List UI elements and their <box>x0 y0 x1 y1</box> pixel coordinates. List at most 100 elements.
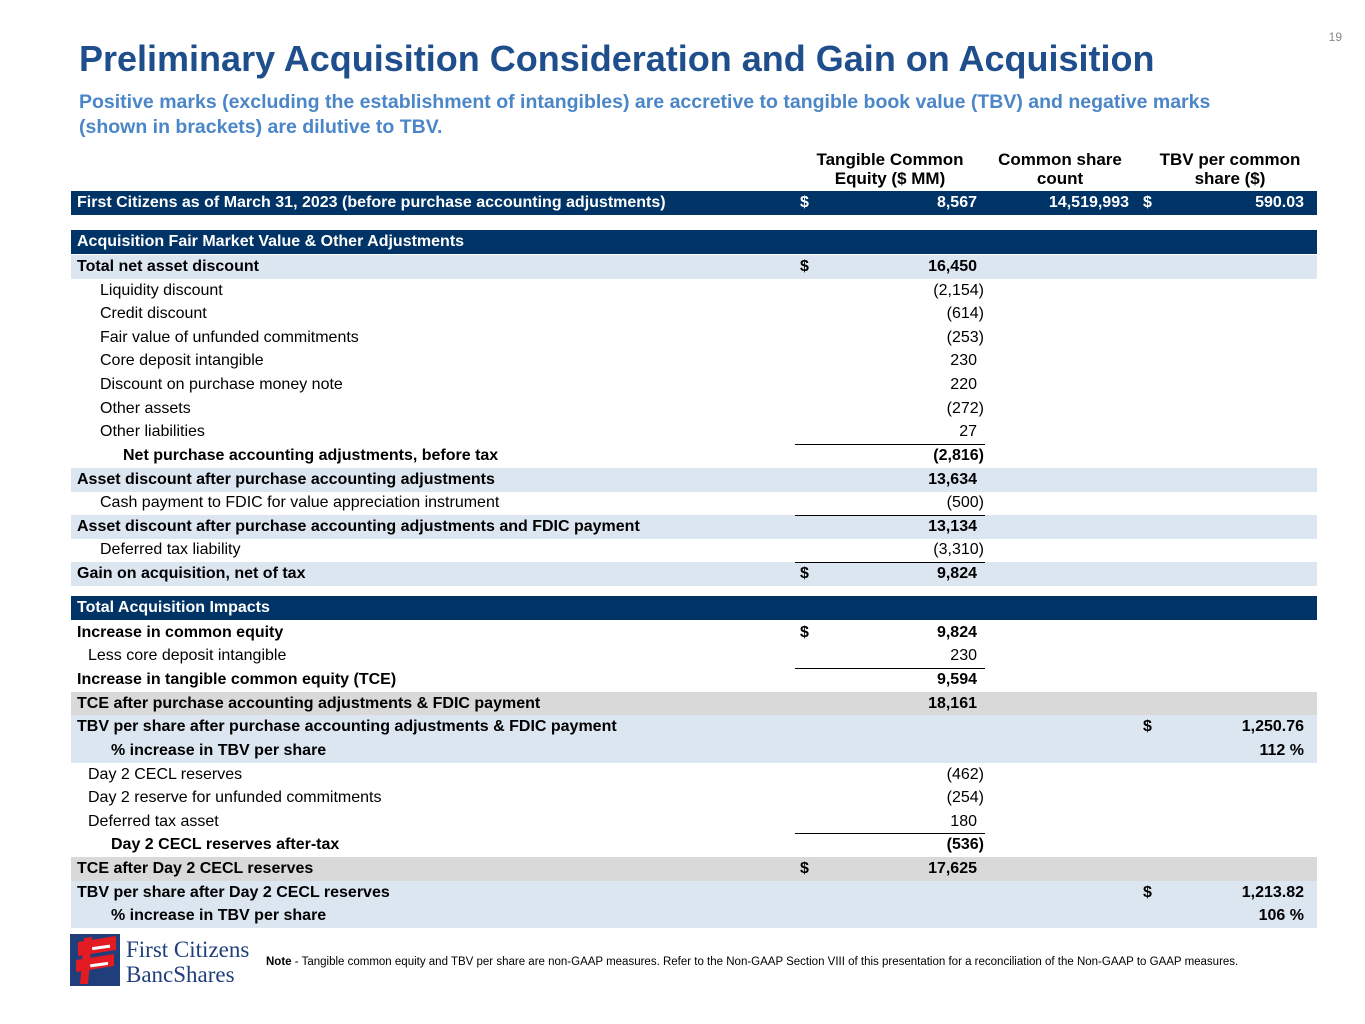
table-row: TBV per share after purchase accounting … <box>71 715 1317 739</box>
tce-value: 180 <box>950 813 977 830</box>
row-label: Other liabilities <box>100 423 205 440</box>
subtotal-rule <box>795 444 985 445</box>
tbv-value: 590.03 <box>1255 194 1304 211</box>
tbv-value: 1,213.82 <box>1241 884 1304 901</box>
table-row: Deferred tax liability (3,310) <box>71 538 1317 562</box>
row-label: Day 2 reserve for unfunded commitments <box>88 789 382 806</box>
tce-value: (2,154) <box>933 282 984 299</box>
svg-text:First Citizens: First Citizens <box>126 937 249 962</box>
tbv-value: 106 % <box>1258 907 1304 924</box>
subtotal-rule <box>795 562 985 563</box>
tce-value: 18,161 <box>928 695 977 712</box>
currency-symbol: $ <box>1143 194 1152 211</box>
table-row: TCE after purchase accounting adjustment… <box>71 692 1317 716</box>
row-label: Gain on acquisition, net of tax <box>77 565 306 582</box>
tce-value: (3,310) <box>933 541 984 558</box>
currency-symbol: $ <box>1143 884 1152 901</box>
tce-value: (536) <box>946 836 984 853</box>
tbv-value: 112 % <box>1259 742 1304 759</box>
row-label: TBV per share after Day 2 CECL reserves <box>77 884 390 901</box>
row-label: Asset discount after purchase accounting… <box>77 471 495 488</box>
table-row: Asset discount after purchase accounting… <box>71 468 1317 492</box>
row-label: Other assets <box>100 400 191 417</box>
tce-value: (254) <box>946 789 984 806</box>
tce-value: 9,594 <box>936 671 977 688</box>
table-row: Increase in tangible common equity (TCE)… <box>71 668 1317 692</box>
currency-symbol: $ <box>800 194 809 211</box>
row-label: Credit discount <box>100 305 207 322</box>
table-row: Day 2 reserve for unfunded commitments (2… <box>71 786 1317 810</box>
footnote: Note - Tangible common equity and TBV pe… <box>266 955 1326 970</box>
tce-value: 13,134 <box>928 518 977 535</box>
table-row: % increase in TBV per share 112 % <box>71 739 1317 763</box>
row-label: Less core deposit intangible <box>88 647 287 664</box>
row-label: Total Acquisition Impacts <box>77 599 270 616</box>
section-header-row: Acquisition Fair Market Value & Other Ad… <box>71 230 1317 254</box>
row-label: TCE after Day 2 CECL reserves <box>77 860 314 877</box>
column-header-tbv: TBV per common share ($) <box>1159 150 1301 188</box>
table-row: Increase in common equity $9,824 <box>71 621 1317 645</box>
tce-value: (462) <box>946 766 984 783</box>
tce-value: (253) <box>946 329 984 346</box>
table-row: Asset discount after purchase accounting… <box>71 515 1317 539</box>
tce-value: 8,567 <box>936 194 977 211</box>
row-label: Fair value of unfunded commitments <box>100 329 359 346</box>
row-label: Cash payment to FDIC for value appreciat… <box>100 494 500 511</box>
table-row: Total net asset discount $16,450 <box>71 255 1317 279</box>
svg-text:BancShares: BancShares <box>126 962 235 987</box>
row-label: Day 2 CECL reserves <box>88 766 243 783</box>
table-row: Core deposit intangible 230 <box>71 349 1317 373</box>
table-row: First Citizens as of March 31, 2023 (bef… <box>71 191 1317 215</box>
row-label: % increase in TBV per share <box>111 742 327 759</box>
row-label: Increase in common equity <box>77 624 284 641</box>
row-label: TCE after purchase accounting adjustment… <box>77 695 541 712</box>
table-row: TBV per share after Day 2 CECL reserves $… <box>71 881 1317 905</box>
tce-value: 230 <box>950 352 977 369</box>
row-label: Acquisition Fair Market Value & Other Ad… <box>77 233 465 250</box>
row-label: Increase in tangible common equity (TCE) <box>77 671 397 688</box>
table-row: Net purchase accounting adjustments, bef… <box>71 444 1317 468</box>
row-label: Deferred tax asset <box>88 813 219 830</box>
table-row: Deferred tax asset 180 <box>71 810 1317 834</box>
tce-value: 220 <box>950 376 977 393</box>
table-row: TCE after Day 2 CECL reserves $17,625 <box>71 857 1317 881</box>
row-label: First Citizens as of March 31, 2023 (bef… <box>77 194 666 211</box>
note-text: - Tangible common equity and TBV per sha… <box>291 956 1239 968</box>
table-row: Discount on purchase money note 220 <box>71 373 1317 397</box>
row-label: Total net asset discount <box>77 258 259 275</box>
row-label: Core deposit intangible <box>100 352 264 369</box>
row-label: % increase in TBV per share <box>111 907 327 924</box>
row-label: Liquidity discount <box>100 282 223 299</box>
row-label: Discount on purchase money note <box>100 376 343 393</box>
table-row: Cash payment to FDIC for value appreciat… <box>71 491 1317 515</box>
subtotal-rule <box>795 668 985 669</box>
table-row: Less core deposit intangible 230 <box>71 644 1317 668</box>
section-header-row: Total Acquisition Impacts <box>71 596 1317 620</box>
column-header-tce: Tangible Common Equity ($ MM) <box>816 150 964 188</box>
table-row: Credit discount (614) <box>71 302 1317 326</box>
page-number: 19 <box>1328 30 1342 44</box>
currency-symbol: $ <box>800 860 809 877</box>
row-label: Net purchase accounting adjustments, bef… <box>123 447 499 464</box>
table-row: % increase in TBV per share 106 % <box>71 904 1317 928</box>
tce-value: 230 <box>950 647 977 664</box>
subtotal-rule <box>795 515 985 516</box>
table-row: Liquidity discount (2,154) <box>71 279 1317 303</box>
tce-value: (2,816) <box>933 447 984 464</box>
share-count-value: 14,519,993 <box>1048 194 1129 211</box>
table-row: Gain on acquisition, net of tax $9,824 <box>71 562 1317 586</box>
row-label: Deferred tax liability <box>100 541 241 558</box>
tce-value: 17,625 <box>928 860 977 877</box>
currency-symbol: $ <box>800 565 809 582</box>
table-row: Fair value of unfunded commitments (253) <box>71 326 1317 350</box>
tce-value: (500) <box>946 494 984 511</box>
table-row: Day 2 CECL reserves (462) <box>71 763 1317 787</box>
row-label: Day 2 CECL reserves after-tax <box>111 836 340 853</box>
first-citizens-logo: First Citizens BancShares <box>70 934 249 987</box>
tce-value: 13,634 <box>928 471 977 488</box>
tbv-value: 1,250.76 <box>1241 718 1304 735</box>
tce-value: 9,824 <box>936 565 977 582</box>
currency-symbol: $ <box>800 624 809 641</box>
tce-value: 27 <box>959 423 977 440</box>
